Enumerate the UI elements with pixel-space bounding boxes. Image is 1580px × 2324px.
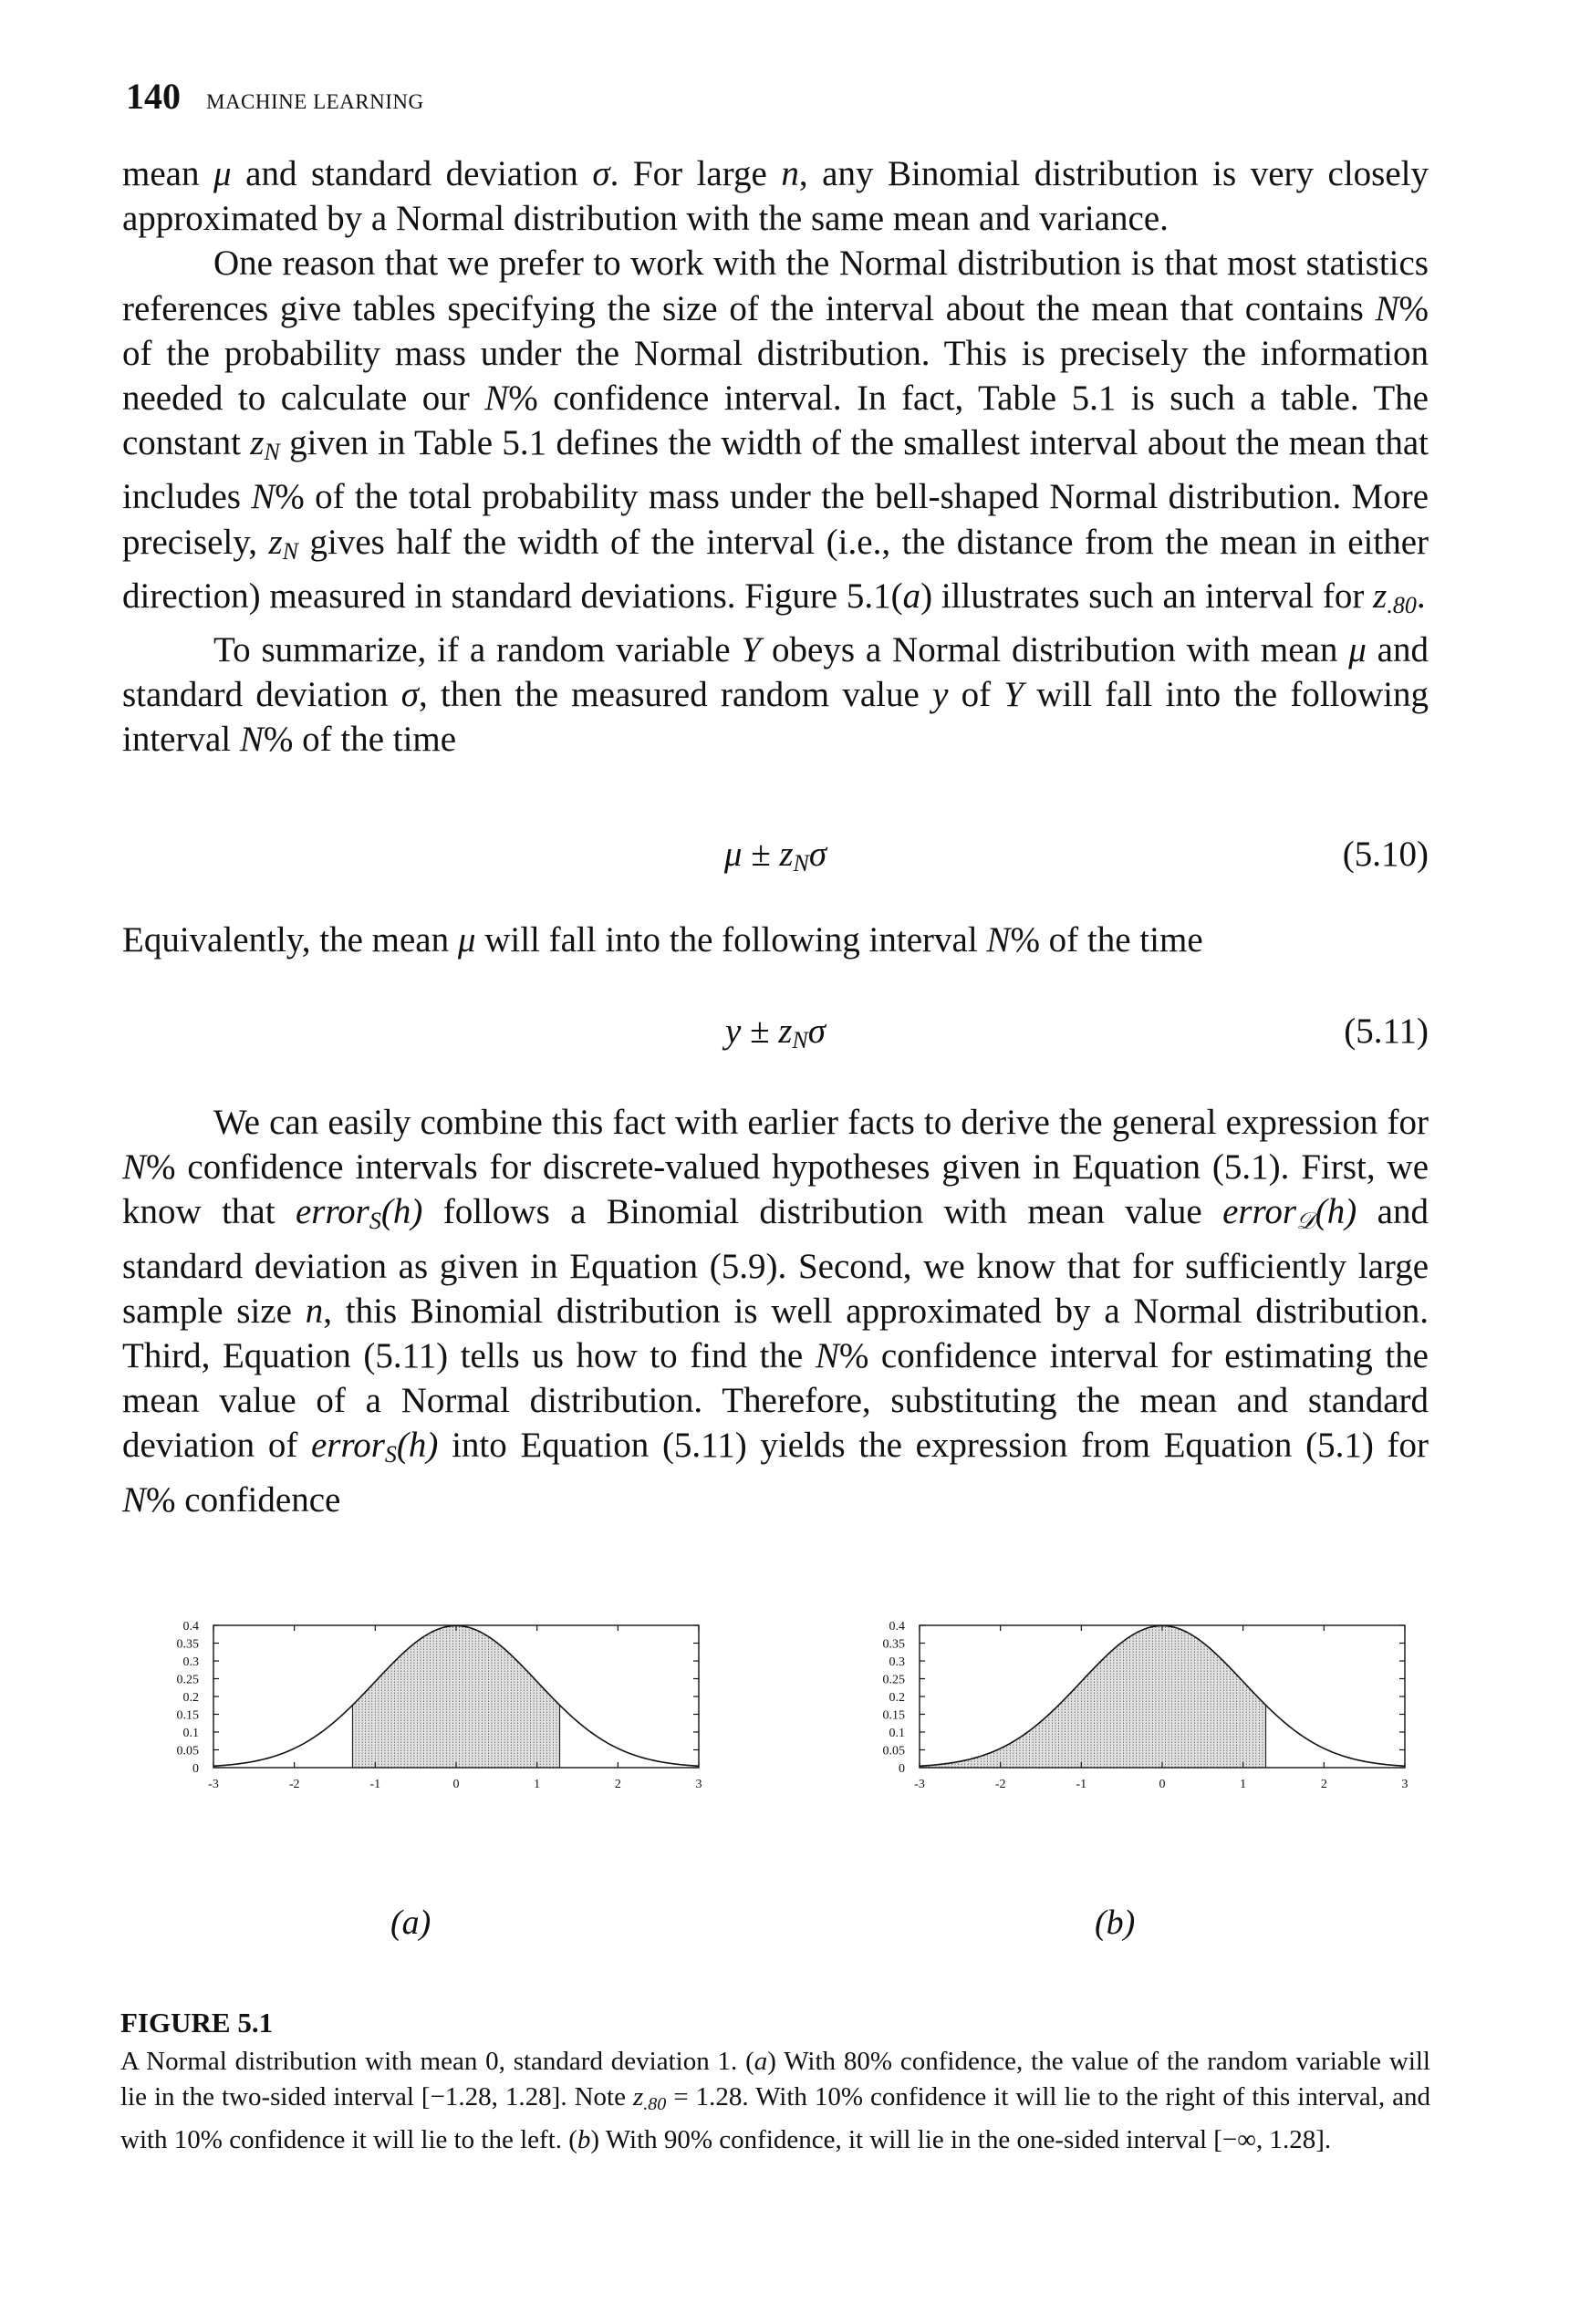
- y-tick-label: 0.3: [183, 1655, 200, 1669]
- paragraph-2: One reason that we prefer to work with t…: [122, 244, 1429, 618]
- y-tick-label: 0.25: [177, 1674, 200, 1687]
- figure-panel-b: 0 0.05 0.1 0.15 0.2 0.25 0.3 0.35 0.4 -3 -2 -1 0 1 2 3: [825, 1614, 1463, 1888]
- body-text-middle: Equivalently, the mean μ will fall into …: [122, 918, 1429, 962]
- shading-lines: [919, 1625, 1266, 1768]
- x-tick-label: -1: [369, 1778, 380, 1791]
- x-tick-label: -3: [208, 1778, 219, 1791]
- figure-caption-text: A Normal distribution with mean 0, stand…: [120, 2047, 1430, 2154]
- x-tick-label: 2: [615, 1778, 621, 1791]
- equation-5-10: μ ± zNσ (5.10): [723, 835, 1429, 877]
- page-number: 140: [126, 76, 181, 117]
- x-tick-label: 3: [696, 1778, 702, 1791]
- y-tick-label: 0.35: [883, 1638, 906, 1652]
- page-header: 140 MACHINE LEARNING: [126, 75, 424, 118]
- x-tick-label: 2: [1321, 1778, 1327, 1791]
- x-tick-label: 0: [453, 1778, 460, 1791]
- y-tick-label: 0.4: [183, 1620, 200, 1634]
- x-tick-label: -2: [289, 1778, 300, 1791]
- y-tick-label: 0.2: [183, 1691, 200, 1705]
- y-tick-label: 0.4: [889, 1620, 906, 1634]
- paragraph-3: To summarize, if a random variable Y obe…: [122, 630, 1429, 760]
- shading-lines: [352, 1625, 560, 1768]
- y-tick-label: 0.15: [177, 1709, 200, 1723]
- y-tick-label: 0.2: [889, 1691, 906, 1705]
- shaded-area: [920, 1625, 1266, 1768]
- equation-number: (5.10): [1342, 835, 1429, 874]
- panel-label-b: (b): [1095, 1904, 1136, 1942]
- body-text-bottom: We can easily combine this fact with ear…: [122, 1100, 1429, 1522]
- figure-title: FIGURE 5.1: [120, 2007, 274, 2039]
- x-tick-label: 1: [534, 1778, 540, 1791]
- paragraph-1: mean μ and standard deviation σ. For lar…: [122, 154, 1429, 239]
- normal-distribution-chart-b: 0 0.05 0.1 0.15 0.2 0.25 0.3 0.35 0.4 -3 -2 -1 0 1 2 3: [883, 1620, 1408, 1791]
- y-tick-label: 0.1: [889, 1727, 906, 1740]
- body-text-top: mean μ and standard deviation σ. For lar…: [122, 151, 1429, 763]
- y-tick-label: 0.15: [883, 1709, 906, 1723]
- paragraph-4: Equivalently, the mean μ will fall into …: [122, 920, 1203, 960]
- normal-distribution-chart-a: 0 0.05 0.1 0.15 0.2 0.25 0.3 0.35 0.4 -3 -2 -1 0 1 2 3: [177, 1620, 702, 1791]
- y-tick-label: 0.05: [883, 1745, 906, 1759]
- y-tick-label: 0.1: [183, 1727, 200, 1740]
- equation-number: (5.11): [1344, 1012, 1429, 1051]
- y-tick-label: 0.25: [883, 1674, 906, 1687]
- panel-label-a: (a): [390, 1904, 431, 1942]
- figure-caption: FIGURE 5.1 A Normal distribution with me…: [120, 2005, 1430, 2158]
- y-tick-label: 0: [899, 1762, 905, 1776]
- y-tick-label: 0.05: [177, 1745, 200, 1759]
- paragraph-5: We can easily combine this fact with ear…: [122, 1103, 1429, 1520]
- x-tick-label: 3: [1402, 1778, 1408, 1791]
- x-tick-label: 0: [1159, 1778, 1166, 1791]
- equation-5-11: y ± zNσ (5.11): [725, 1012, 1429, 1053]
- x-tick-label: -1: [1076, 1778, 1086, 1791]
- y-tick-label: 0.35: [177, 1638, 200, 1652]
- y-tick-label: 0.3: [889, 1655, 906, 1669]
- x-tick-label: -2: [995, 1778, 1006, 1791]
- figure-panel-a: 0 0.05 0.1 0.15 0.2 0.25 0.3 0.35 0.4 -3 -2 -1 0 1 2 3: [119, 1614, 757, 1888]
- x-tick-label: 1: [1240, 1778, 1246, 1791]
- running-title: MACHINE LEARNING: [206, 90, 424, 113]
- shaded-area: [352, 1625, 560, 1768]
- x-tick-label: -3: [914, 1778, 925, 1791]
- y-tick-label: 0: [192, 1762, 199, 1776]
